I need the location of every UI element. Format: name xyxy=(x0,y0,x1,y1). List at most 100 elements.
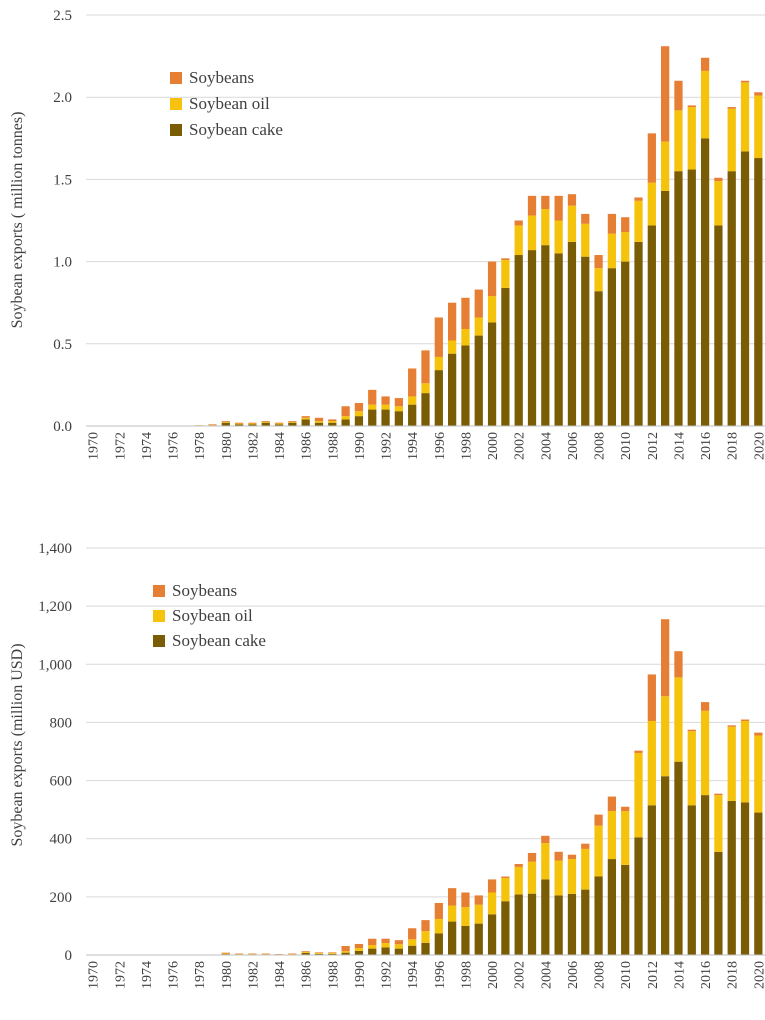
y-axis-label: Soybean exports ( million tonnes) xyxy=(9,112,26,329)
bar-soybean-oil-2019 xyxy=(740,720,750,803)
bar-soybean-oil-2020 xyxy=(754,735,763,813)
bar-soybean-oil-2012 xyxy=(647,720,656,806)
bar-soybeans-2020 xyxy=(754,92,763,96)
bar-soybean-oil-2016 xyxy=(700,70,710,139)
legend-label-soybean-oil: Soybean oil xyxy=(172,606,253,625)
bar-soybean-cake-1992 xyxy=(381,947,390,955)
bar-soybeans-1985 xyxy=(288,421,297,422)
bar-soybeans-1997 xyxy=(448,888,457,906)
x-tick-label: 1978 xyxy=(193,961,208,989)
legend: Soybeans Soybean oil Soybean cake xyxy=(170,68,283,139)
y-tick-labels: 0 200 400 600 800 1,000 1,200 1,400 xyxy=(38,541,72,964)
bar-soybean-cake-2004 xyxy=(541,245,550,426)
bar-soybeans-1991 xyxy=(368,938,377,946)
bar-soybeans-2004 xyxy=(541,835,550,844)
bar-soybean-oil-1997 xyxy=(448,905,457,922)
bar-soybeans-1991 xyxy=(368,389,377,405)
x-tick-label: 2000 xyxy=(486,961,501,989)
y-tick-label: 2.5 xyxy=(53,8,72,24)
bar-soybeans-2012 xyxy=(647,133,656,183)
bar-soybean-cake-2001 xyxy=(501,287,510,426)
bar-soybean-oil-1999 xyxy=(474,904,483,924)
x-tick-label: 1988 xyxy=(326,961,341,989)
bar-soybean-oil-2003 xyxy=(527,861,537,894)
bar-soybeans-2010 xyxy=(621,806,630,812)
bar-soybeans-1988 xyxy=(328,952,337,953)
bar-soybeans-1997 xyxy=(448,302,457,341)
bar-soybean-cake-1985 xyxy=(288,422,297,426)
bars xyxy=(208,619,763,956)
y-tick-label: 200 xyxy=(50,890,73,906)
x-tick-label: 2016 xyxy=(699,961,714,989)
y-tick-label: 0.0 xyxy=(53,419,72,435)
y-tick-label: 800 xyxy=(50,715,73,731)
x-tick-label: 2020 xyxy=(752,961,765,989)
x-tick-label: 2010 xyxy=(619,432,634,460)
bar-soybeans-2013 xyxy=(661,619,670,697)
bar-soybeans-2019 xyxy=(740,80,750,83)
chart-export-value-svg: 0 200 400 600 800 1,000 1,200 1,400 Soybean expo… xyxy=(9,541,765,989)
y-tick-label: 0.5 xyxy=(53,337,72,353)
bar-soybeans-2003 xyxy=(527,852,537,862)
x-tick-label: 1970 xyxy=(87,432,102,460)
bar-soybean-oil-2012 xyxy=(647,182,656,226)
x-tick-label: 1990 xyxy=(353,961,368,989)
bar-soybeans-1985 xyxy=(288,953,297,955)
bar-soybeans-1984 xyxy=(274,954,284,955)
bar-soybeans-1990 xyxy=(354,402,364,412)
bar-soybean-oil-2014 xyxy=(674,110,683,172)
x-tick-label: 1990 xyxy=(353,432,368,460)
bar-soybeans-2009 xyxy=(607,796,617,812)
bar-soybean-cake-2005 xyxy=(554,253,563,426)
bar-soybean-cake-2010 xyxy=(621,864,630,955)
bar-soybean-oil-1982 xyxy=(248,423,257,425)
bar-soybeans-2001 xyxy=(501,258,510,260)
bar-soybean-oil-2018 xyxy=(727,726,736,801)
legend-label-soybeans: Soybeans xyxy=(172,581,237,600)
x-tick-label: 1970 xyxy=(87,961,102,989)
bar-soybeans-1998 xyxy=(461,892,470,908)
x-tick-label: 1986 xyxy=(300,432,315,460)
bar-soybeans-1981 xyxy=(234,953,244,955)
x-tick-label: 1998 xyxy=(459,961,474,989)
bar-soybean-cake-2017 xyxy=(714,225,723,426)
x-tick-label: 1986 xyxy=(300,961,315,989)
bar-soybeans-1989 xyxy=(341,406,350,417)
x-tick-label: 2004 xyxy=(539,432,554,460)
bar-soybean-oil-2013 xyxy=(661,696,670,777)
bar-soybeans-2011 xyxy=(634,197,643,201)
bar-soybean-oil-1984 xyxy=(274,423,284,425)
bar-soybeans-1995 xyxy=(421,350,430,384)
bar-soybean-cake-2009 xyxy=(607,268,617,426)
x-tick-label: 1994 xyxy=(406,432,421,460)
bar-soybean-cake-2009 xyxy=(607,859,617,955)
bar-soybean-oil-2006 xyxy=(567,205,577,242)
bar-soybean-cake-1987 xyxy=(314,953,324,955)
bar-soybean-oil-1985 xyxy=(288,421,297,423)
bar-soybeans-2020 xyxy=(754,732,763,736)
bar-soybean-cake-1995 xyxy=(421,942,430,955)
bar-soybeans-2005 xyxy=(554,851,563,861)
bar-soybean-oil-2010 xyxy=(621,232,630,262)
bar-soybeans-2019 xyxy=(740,719,750,721)
legend: Soybeans Soybean oil Soybean cake xyxy=(153,581,266,650)
x-tick-label: 1994 xyxy=(406,961,421,989)
bar-soybeans-2008 xyxy=(594,255,603,269)
bar-soybean-oil-1994 xyxy=(408,396,417,405)
bar-soybean-cake-1994 xyxy=(408,404,417,426)
bar-soybean-cake-1990 xyxy=(354,416,364,426)
y-tick-label: 0 xyxy=(65,948,73,964)
bar-soybean-oil-1988 xyxy=(328,952,337,954)
bar-soybean-oil-2020 xyxy=(754,95,763,159)
bar-soybean-oil-1987 xyxy=(314,421,324,423)
bar-soybeans-2006 xyxy=(567,854,577,860)
bar-soybeans-2015 xyxy=(687,105,696,108)
x-tick-label: 2010 xyxy=(619,961,634,989)
x-tick-label: 1980 xyxy=(220,961,235,989)
bar-soybean-cake-1989 xyxy=(341,952,350,955)
bar-soybean-cake-2016 xyxy=(700,795,710,955)
bar-soybeans-2017 xyxy=(714,793,723,796)
bar-soybeans-1993 xyxy=(394,940,403,945)
bar-soybean-cake-2018 xyxy=(727,800,736,955)
